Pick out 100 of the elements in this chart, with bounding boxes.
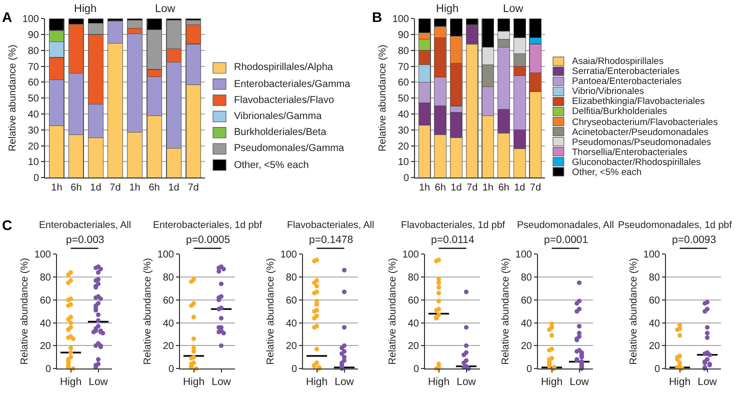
legend-label: Asaia/Rhodospirillales: [572, 56, 664, 66]
legend-label: Flavobacteriales/Flavo: [234, 95, 334, 106]
y-tick-label: 20: [162, 341, 174, 352]
chart-title: Flavobacteriales, All: [287, 220, 374, 231]
y-tick-label: 60: [286, 295, 298, 306]
y-tick-label: 40: [162, 318, 174, 330]
text: High: [74, 3, 97, 15]
x-tick-label: Low: [212, 376, 232, 388]
text: p=0.0001: [544, 234, 588, 246]
legend-label: Serratia/Enterobacteriales: [572, 66, 680, 76]
y-tick-label: 100: [515, 250, 532, 261]
y-tick-label: 90: [398, 30, 410, 41]
y-tick-label: 20: [286, 341, 298, 352]
legend-label: Acinetobacter/Pseudomonadales: [572, 127, 709, 137]
x-tick-label: 1h: [418, 182, 430, 194]
y-tick-label: 60: [520, 295, 532, 306]
y-tick-label: 80: [40, 272, 52, 284]
y-tick-label: 80: [162, 272, 174, 284]
y-tick-label: 20: [648, 341, 660, 352]
y-tick-label: 80: [408, 272, 420, 284]
chart-title: Enterobacteriales, 1d pbf: [153, 220, 262, 231]
legend-label: Elizabethkingia/Flavobacteriales: [572, 96, 706, 106]
x-tick-label: High: [182, 376, 205, 388]
y-tick-label: 70: [28, 62, 40, 73]
y-tick-label: 30: [28, 125, 40, 136]
y-tick-label: 100: [157, 250, 174, 261]
y-tick-label: 100: [392, 14, 410, 26]
legend-label: Delfitia/Burkholderiales: [572, 106, 668, 116]
y-tick-label: 40: [408, 318, 420, 330]
x-tick-label: 7d: [110, 182, 121, 194]
y-tick-label: 50: [398, 94, 410, 105]
x-tick-label: Low: [334, 376, 354, 388]
y-tick-label: 40: [648, 318, 660, 330]
text: p=0.0114: [431, 234, 474, 246]
y-tick-label: 20: [28, 141, 40, 152]
y-axis-title: Relative abundance (%): [142, 258, 154, 365]
y-tick-label: 80: [28, 46, 40, 57]
y-axis-title: Relative abundance (%): [628, 258, 640, 365]
x-tick-label: 6h: [434, 182, 446, 194]
x-tick-label: 1d: [450, 182, 462, 194]
y-tick-label: 70: [398, 62, 410, 73]
chart-title: A: [2, 9, 12, 25]
chart-title: Flavobacteriales, 1d pbf: [401, 220, 506, 231]
y-tick-label: 20: [520, 341, 532, 352]
legend-label: Chryseobacterium/Flavobacteriales: [572, 117, 718, 127]
y-tick-label: 0: [526, 364, 532, 376]
y-tick-label: 20: [40, 341, 52, 352]
y-tick-label: 40: [520, 318, 532, 330]
x-tick-label: 7d: [466, 182, 478, 194]
y-tick-label: 60: [648, 295, 660, 306]
x-tick-label: 1h: [482, 182, 494, 194]
y-tick-label: 0: [413, 364, 420, 376]
text: C: [2, 217, 12, 233]
chart-title: B: [372, 9, 382, 25]
legend-label: Enterobacteriales/Gamma: [234, 79, 351, 90]
legend-label: Pseudomonas/Pseudomonadales: [572, 137, 712, 147]
text: p=0.0005: [186, 234, 230, 246]
x-tick-label: High: [428, 376, 450, 388]
y-tick-label: 80: [398, 46, 410, 57]
y-tick-label: 40: [40, 318, 52, 330]
y-tick-label: 60: [28, 78, 40, 89]
y-axis-title: Relative abundance (%): [500, 258, 512, 365]
legend-label: Vibrionales/Gamma: [234, 111, 322, 122]
text: p=0.1478: [309, 234, 354, 246]
x-tick-label: High: [668, 376, 691, 388]
legend-label: Other, <5% each: [234, 160, 309, 171]
y-tick-label: 80: [286, 272, 298, 284]
x-tick-label: 7d: [188, 182, 199, 194]
y-axis-title: Relative abundance (%): [265, 258, 276, 365]
x-tick-label: 1d: [514, 182, 526, 194]
y-axis-title: Relative abundance (%): [387, 258, 398, 365]
text: High: [436, 3, 459, 15]
x-tick-label: Low: [698, 376, 718, 388]
x-tick-label: 1d: [168, 182, 180, 194]
text: p=0.0093: [672, 234, 716, 246]
y-tick-label: 100: [643, 250, 660, 261]
y-tick-label: 60: [40, 295, 52, 306]
legend-label: Pantoea/Enterobacteriales: [572, 76, 682, 86]
legend-label: Vibrio/Vibrionales: [572, 86, 644, 96]
y-tick-label: 60: [408, 295, 420, 306]
x-tick-label: 1h: [51, 182, 62, 194]
y-tick-label: 50: [28, 94, 40, 105]
y-tick-label: 100: [22, 14, 40, 26]
y-tick-label: 100: [280, 250, 298, 261]
x-tick-label: Low: [88, 376, 108, 388]
legend-label: Other, <5% each: [572, 167, 642, 177]
legend-label: Pseudomonales/Gamma: [234, 143, 344, 154]
y-tick-label: 100: [402, 250, 420, 261]
x-tick-label: 6h: [148, 182, 160, 194]
y-tick-label: 60: [398, 78, 410, 89]
y-tick-label: 30: [398, 125, 410, 136]
legend-label: Thorsellia/Enterobacteriales: [572, 147, 688, 157]
y-tick-label: 0: [403, 173, 410, 184]
y-tick-label: 100: [34, 250, 52, 261]
y-tick-label: 80: [520, 272, 532, 284]
y-tick-label: 60: [162, 295, 174, 306]
y-tick-label: 40: [28, 109, 40, 120]
y-tick-label: 20: [398, 141, 410, 152]
text: Low: [503, 3, 524, 15]
y-tick-label: 80: [648, 272, 660, 284]
